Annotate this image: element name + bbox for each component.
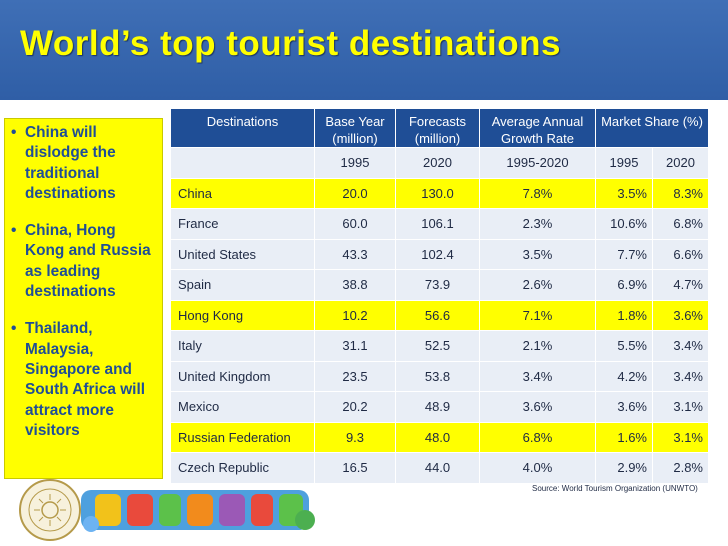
bullet-icon: • — [11, 320, 17, 338]
bullet-text: China, Hong Kong and Russia as leading d… — [25, 222, 151, 301]
cell-forecast: 48.0 — [395, 421, 480, 453]
cell-growth: 2.6% — [479, 269, 596, 301]
cell-share-1995: 4.2% — [595, 360, 653, 392]
cell-base-year: 16.5 — [314, 452, 396, 484]
source-note: Source: World Tourism Organization (UNWT… — [532, 484, 698, 493]
cell-share-1995: 3.5% — [595, 177, 653, 209]
bullet-text: China will dislodge the traditional dest… — [25, 124, 116, 202]
header-base-year: Base Year (million) — [314, 108, 396, 148]
cell-forecast: 53.8 — [395, 360, 480, 392]
cell-share-1995: 6.9% — [595, 269, 653, 301]
cell-base-year: 9.3 — [314, 421, 396, 453]
year-row: 1995 2020 1995-2020 1995 2020 — [170, 147, 709, 179]
cell-base-year: 38.8 — [314, 269, 396, 301]
cell-forecast: 56.6 — [395, 299, 480, 331]
cell-share-1995: 7.7% — [595, 238, 653, 270]
table-row: France 60.0 106.1 2.3% 10.6% 6.8% — [170, 208, 709, 240]
table-row: Spain 38.8 73.9 2.6% 6.9% 4.7% — [170, 269, 709, 301]
cell-destination: Russian Federation — [170, 421, 315, 453]
cell-share-1995: 10.6% — [595, 208, 653, 240]
table-row: United Kingdom 23.5 53.8 3.4% 4.2% 3.4% — [170, 360, 709, 392]
cell-forecast: 130.0 — [395, 177, 480, 209]
cell-growth: 7.1% — [479, 299, 596, 331]
header-forecasts: Forecasts (million) — [395, 108, 480, 148]
cell-forecast: 48.9 — [395, 391, 480, 423]
year-base: 1995 — [314, 147, 396, 179]
cell-destination: China — [170, 177, 315, 209]
cell-base-year: 60.0 — [314, 208, 396, 240]
cell-forecast: 106.1 — [395, 208, 480, 240]
cell-share-2020: 3.1% — [652, 391, 709, 423]
cell-growth: 3.6% — [479, 391, 596, 423]
cell-share-2020: 3.1% — [652, 421, 709, 453]
cell-share-2020: 3.4% — [652, 330, 709, 362]
cell-growth: 2.3% — [479, 208, 596, 240]
cell-share-1995: 2.9% — [595, 452, 653, 484]
bullet-panel: • China will dislodge the traditional des… — [4, 118, 163, 479]
cell-growth: 3.4% — [479, 360, 596, 392]
cell-growth: 2.1% — [479, 330, 596, 362]
cell-share-1995: 5.5% — [595, 330, 653, 362]
bullet-icon: • — [11, 222, 17, 240]
cell-base-year: 20.0 — [314, 177, 396, 209]
cell-destination: United Kingdom — [170, 360, 315, 392]
bullet-item: • China will dislodge the traditional des… — [11, 123, 158, 204]
year-cell-empty — [170, 147, 315, 179]
cell-destination: France — [170, 208, 315, 240]
bullet-icon: • — [11, 124, 17, 141]
title-bar: World’s top tourist destinations — [0, 0, 728, 100]
cell-destination: Spain — [170, 269, 315, 301]
header-destinations: Destinations — [170, 108, 315, 148]
cell-destination: Italy — [170, 330, 315, 362]
cell-base-year: 43.3 — [314, 238, 396, 270]
slide-title: World’s top tourist destinations — [20, 24, 561, 63]
cell-forecast: 73.9 — [395, 269, 480, 301]
bullet-item: • Thailand, Malaysia, Singapore and South… — [11, 319, 158, 441]
year-forecast: 2020 — [395, 147, 480, 179]
cell-growth: 4.0% — [479, 452, 596, 484]
cell-destination: Czech Republic — [170, 452, 315, 484]
cell-destination: Hong Kong — [170, 299, 315, 331]
cell-destination: Mexico — [170, 391, 315, 423]
cell-growth: 6.8% — [479, 421, 596, 453]
cell-share-1995: 1.6% — [595, 421, 653, 453]
tourism-seal-logo — [19, 479, 81, 541]
cell-base-year: 31.1 — [314, 330, 396, 362]
table-row: Italy 31.1 52.5 2.1% 5.5% 3.4% — [170, 330, 709, 362]
table-row: United States 43.3 102.4 3.5% 7.7% 6.6% — [170, 238, 709, 270]
cell-forecast: 44.0 — [395, 452, 480, 484]
cell-growth: 7.8% — [479, 177, 596, 209]
header-growth: Average Annual Growth Rate — [479, 108, 596, 148]
cell-growth: 3.5% — [479, 238, 596, 270]
table-row: Mexico 20.2 48.9 3.6% 3.6% 3.1% — [170, 391, 709, 423]
header-market-share: Market Share (%) — [595, 108, 709, 148]
bullet-item: • China, Hong Kong and Russia as leading … — [11, 221, 158, 302]
table-row: Czech Republic 16.5 44.0 4.0% 2.9% 2.8% — [170, 452, 709, 484]
cell-share-1995: 3.6% — [595, 391, 653, 423]
cell-destination: United States — [170, 238, 315, 270]
cell-share-2020: 3.4% — [652, 360, 709, 392]
cell-base-year: 23.5 — [314, 360, 396, 392]
table-row: Russian Federation 9.3 48.0 6.8% 1.6% 3.1% — [170, 421, 709, 453]
year-share-1995: 1995 — [595, 147, 653, 179]
cell-base-year: 10.2 — [314, 299, 396, 331]
destinations-table: Destinations Base Year (million) Forecas… — [170, 108, 709, 484]
table-header-row: Destinations Base Year (million) Forecas… — [170, 108, 709, 148]
cell-share-1995: 1.8% — [595, 299, 653, 331]
year-share-2020: 2020 — [652, 147, 709, 179]
cell-forecast: 102.4 — [395, 238, 480, 270]
cell-share-2020: 4.7% — [652, 269, 709, 301]
cell-share-2020: 6.8% — [652, 208, 709, 240]
philippines-banner-logo — [81, 490, 315, 532]
bullet-text: Thailand, Malaysia, Singapore and South … — [25, 320, 145, 439]
table-row: China 20.0 130.0 7.8% 3.5% 8.3% — [170, 177, 709, 209]
cell-share-2020: 6.6% — [652, 238, 709, 270]
cell-forecast: 52.5 — [395, 330, 480, 362]
cell-share-2020: 8.3% — [652, 177, 709, 209]
cell-base-year: 20.2 — [314, 391, 396, 423]
table-row: Hong Kong 10.2 56.6 7.1% 1.8% 3.6% — [170, 299, 709, 331]
year-growth: 1995-2020 — [479, 147, 596, 179]
cell-share-2020: 2.8% — [652, 452, 709, 484]
cell-share-2020: 3.6% — [652, 299, 709, 331]
